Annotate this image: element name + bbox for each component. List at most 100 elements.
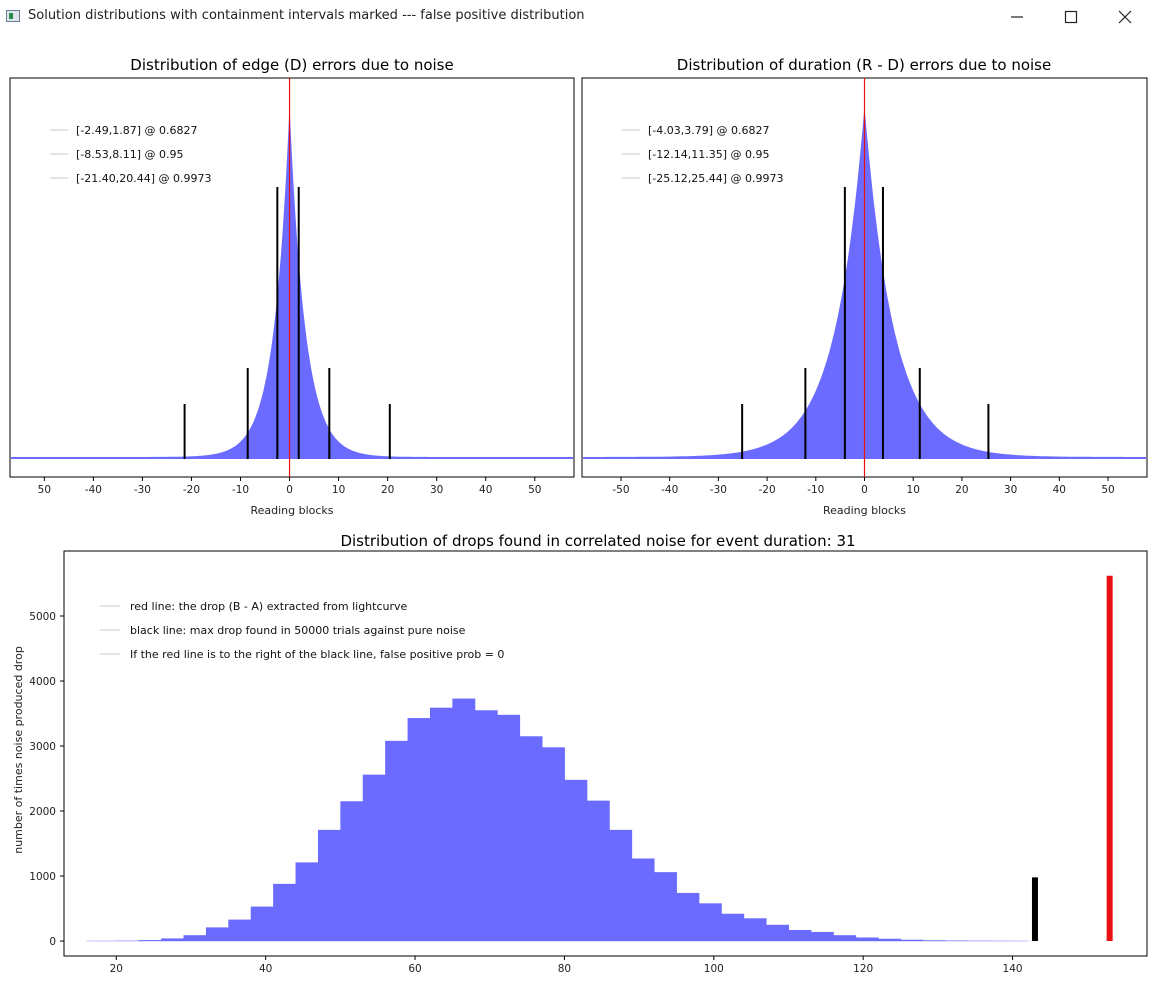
chart3-bar xyxy=(922,940,946,942)
window-title: Solution distributions with containment … xyxy=(28,8,585,23)
close-button[interactable] xyxy=(1098,0,1152,34)
chart3-bar xyxy=(317,829,341,942)
chart1-xtick-label: 20 xyxy=(381,484,394,496)
chart1-legend-label: [-8.53,8.11] @ 0.95 xyxy=(76,148,184,161)
chart3-bar xyxy=(542,747,565,942)
chart3-bar xyxy=(429,707,453,942)
chart3-bar xyxy=(878,938,902,942)
chart2-xtick-label: -10 xyxy=(807,484,824,496)
chart1-xtick-label: 30 xyxy=(430,484,443,496)
chart3-bar xyxy=(452,698,476,942)
chart3-bar xyxy=(205,927,229,942)
chart3-bar xyxy=(407,718,431,942)
chart3-legend-label: red line: the drop (B - A) extracted fro… xyxy=(130,600,408,613)
chart1-xtick-label: 40 xyxy=(479,484,492,496)
chart3-bar xyxy=(362,774,386,942)
chart1-histogram xyxy=(10,106,574,459)
chart2-xtick-label: 40 xyxy=(1053,484,1066,496)
chart3-ytick-label: 4000 xyxy=(29,676,56,688)
chart3-xtick-label: 60 xyxy=(408,963,421,975)
maximize-icon xyxy=(1064,10,1078,24)
chart1-legend-label: [-21.40,20.44] @ 0.9973 xyxy=(76,172,212,185)
chart2-legend-label: [-25.12,25.44] @ 0.9973 xyxy=(648,172,784,185)
chart3-bar xyxy=(810,931,834,942)
chart1-xtick-label: 50 xyxy=(528,484,541,496)
chart1-xtick-label: 50 xyxy=(38,484,51,496)
chart3-bar xyxy=(631,858,655,942)
chart3-xtick-label: 80 xyxy=(558,963,571,975)
chart2-legend-label: [-12.14,11.35] @ 0.95 xyxy=(648,148,770,161)
chart3-legend-label: If the red line is to the right of the b… xyxy=(130,648,504,661)
chart1-group: Distribution of edge (D) errors due to n… xyxy=(9,56,575,517)
chart1-legend-label: [-2.49,1.87] @ 0.6827 xyxy=(76,124,198,137)
chart2-xtick-label: -40 xyxy=(661,484,678,496)
chart3-bar xyxy=(183,935,207,942)
chart3-bar xyxy=(161,938,185,942)
chart3-bar xyxy=(228,919,252,942)
chart2-xtick-label: 0 xyxy=(861,484,868,496)
chart3-bar xyxy=(385,740,409,942)
chart2-xtick-label: -20 xyxy=(759,484,776,496)
chart3-bar xyxy=(766,924,789,942)
chart3-bar xyxy=(586,800,610,942)
chart3-ytick-label: 3000 xyxy=(29,741,56,753)
chart3-ytick-label: 5000 xyxy=(29,611,56,623)
chart2-legend-label: [-4.03,3.79] @ 0.6827 xyxy=(648,124,770,137)
chart3-xtick-label: 100 xyxy=(704,963,724,975)
chart1-title: Distribution of edge (D) errors due to n… xyxy=(130,56,453,74)
chart3-bar xyxy=(295,862,319,942)
chart3-xtick-label: 140 xyxy=(1003,963,1023,975)
chart3-ytick-label: 1000 xyxy=(29,871,56,883)
chart1-xtick-label: -10 xyxy=(232,484,249,496)
chart3-ytick-label: 0 xyxy=(49,936,56,948)
chart3-bar xyxy=(945,940,969,942)
close-icon xyxy=(1118,10,1132,24)
app-icon xyxy=(6,10,20,22)
chart3-xtick-label: 20 xyxy=(110,963,123,975)
chart3-bar xyxy=(698,903,722,942)
chart3-bar xyxy=(564,779,588,942)
chart3-bar xyxy=(654,872,677,942)
chart2-title: Distribution of duration (R - D) errors … xyxy=(677,56,1051,74)
chart3-bar xyxy=(519,736,543,942)
chart3-bar xyxy=(743,918,767,942)
chart3-group: Distribution of drops found in correlate… xyxy=(12,532,1148,975)
chart1-xtick-label: -20 xyxy=(183,484,200,496)
minimize-icon xyxy=(1011,16,1023,18)
chart3-bar xyxy=(273,883,297,942)
chart3-legend-label: black line: max drop found in 50000 tria… xyxy=(130,624,466,637)
chart3-xtick-label: 120 xyxy=(853,963,873,975)
chart3-ytick-label: 2000 xyxy=(29,806,56,818)
chart3-bar xyxy=(250,906,274,942)
maximize-button[interactable] xyxy=(1044,0,1098,34)
chart3-bar xyxy=(138,940,162,942)
chart1-xtick-label: -40 xyxy=(85,484,102,496)
chart3-bar xyxy=(833,935,857,942)
chart3-bar xyxy=(721,913,745,942)
chart2-xtick-label: 20 xyxy=(955,484,968,496)
chart3-bar xyxy=(609,829,633,942)
chart1-xtick-label: 0 xyxy=(286,484,293,496)
window-titlebar: Solution distributions with containment … xyxy=(0,0,1152,34)
chart2-xtick-label: -50 xyxy=(612,484,629,496)
chart2-xtick-label: 30 xyxy=(1004,484,1017,496)
chart3-title: Distribution of drops found in correlate… xyxy=(340,532,855,550)
chart2-xtick-label: 50 xyxy=(1101,484,1114,496)
chart2-xtick-label: -30 xyxy=(710,484,727,496)
chart3-xtick-label: 40 xyxy=(259,963,272,975)
chart2-xlabel: Reading blocks xyxy=(823,504,906,517)
minimize-button[interactable] xyxy=(990,0,1044,34)
chart3-bar xyxy=(788,929,812,942)
chart3-bar xyxy=(900,939,924,942)
chart1-xtick-label: 10 xyxy=(332,484,345,496)
chart2-xtick-label: 10 xyxy=(907,484,920,496)
chart3-bar xyxy=(676,892,700,942)
chart1-xlabel: Reading blocks xyxy=(250,504,333,517)
chart2-group: Distribution of duration (R - D) errors … xyxy=(581,56,1148,517)
chart3-ylabel: number of times noise produced drop xyxy=(12,646,25,854)
chart3-bar xyxy=(855,937,879,942)
chart3-bar xyxy=(497,714,521,942)
chart1-xtick-label: -30 xyxy=(134,484,151,496)
chart3-bar xyxy=(340,801,364,942)
